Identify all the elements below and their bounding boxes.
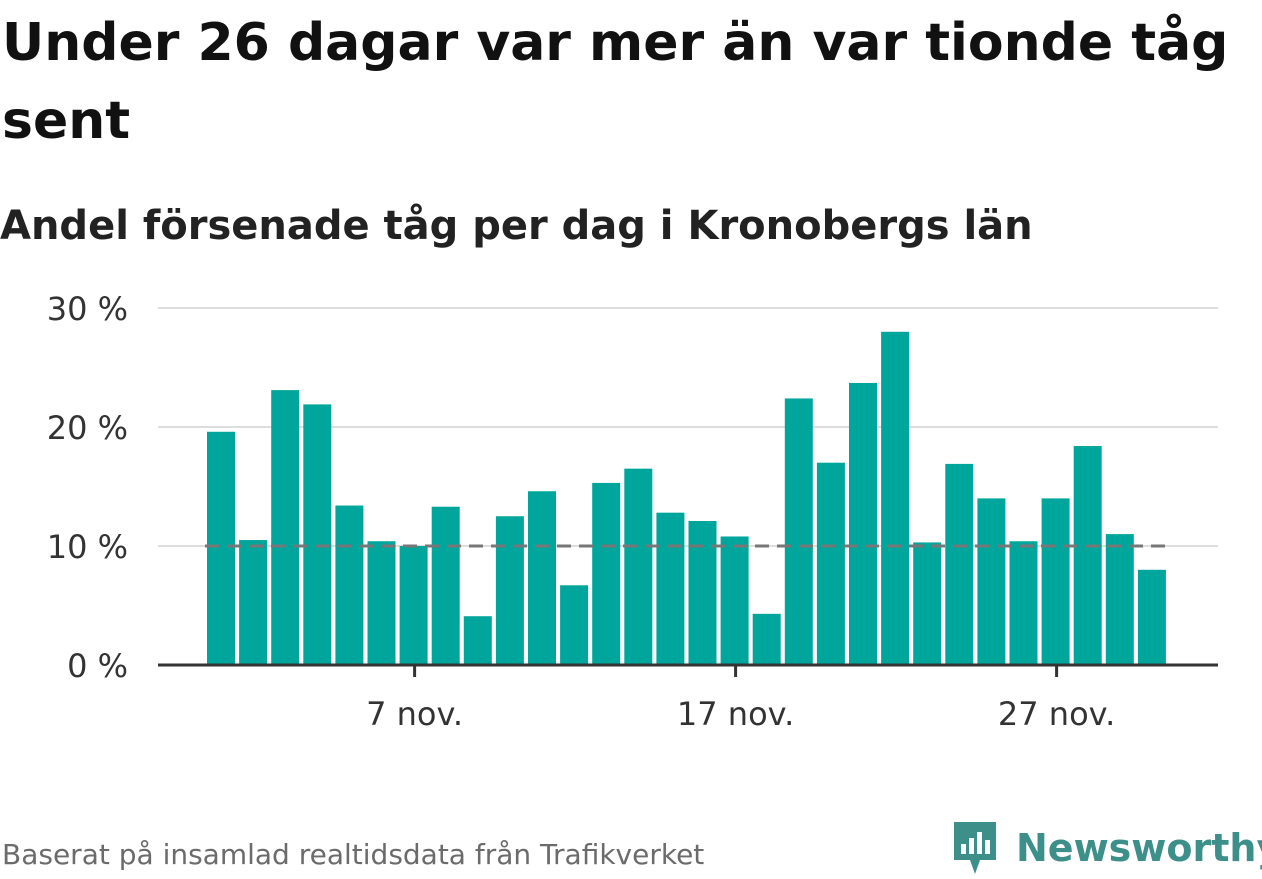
bar — [495, 516, 524, 665]
bar — [528, 491, 556, 665]
bar — [239, 540, 268, 665]
y-tick-label: 10 % — [47, 528, 128, 566]
bar — [399, 546, 428, 665]
bar — [784, 398, 813, 665]
axes: 0 % 10 % 20 % 30 % 7 nov. 17 nov. 27 nov. — [47, 290, 1218, 733]
bar — [913, 542, 942, 665]
bar — [1105, 534, 1134, 665]
brand-name: Newsworthy — [1016, 826, 1262, 870]
bar — [463, 616, 492, 665]
bar — [592, 482, 621, 665]
x-tick-label: 17 nov. — [677, 695, 794, 733]
x-tick-label: 7 nov. — [366, 695, 463, 733]
bar — [720, 536, 749, 665]
bar — [1137, 569, 1166, 665]
bar — [849, 382, 877, 665]
bar — [367, 541, 396, 665]
y-tick-label: 0 % — [67, 647, 128, 685]
bar — [624, 468, 653, 665]
bar — [560, 585, 589, 665]
bar — [688, 521, 717, 665]
chart-subtitle: Andel försenade tåg per dag i Kronobergs… — [0, 203, 1033, 249]
newsworthy-logo: Newsworthy — [950, 818, 1262, 878]
y-tick-label: 30 % — [47, 290, 128, 328]
bar — [656, 512, 685, 665]
y-tick-label: 20 % — [47, 409, 128, 447]
bar — [881, 331, 910, 665]
bar — [431, 506, 460, 665]
bar — [816, 462, 845, 665]
x-tick-label: 27 nov. — [998, 695, 1115, 733]
bar — [977, 498, 1006, 665]
bar — [1073, 446, 1102, 665]
bar — [303, 404, 332, 665]
bar — [1041, 498, 1070, 665]
source-note: Baserat på insamlad realtidsdata från Tr… — [2, 838, 705, 871]
bar — [271, 390, 300, 665]
chart-title: Under 26 dagar var mer än var tionde tåg… — [2, 13, 1229, 151]
bar — [945, 463, 974, 665]
bar — [752, 613, 781, 665]
bar — [207, 431, 235, 665]
bars — [207, 331, 1166, 665]
newsworthy-logo-icon — [954, 822, 996, 874]
bar — [335, 505, 364, 665]
bar — [1009, 541, 1038, 665]
